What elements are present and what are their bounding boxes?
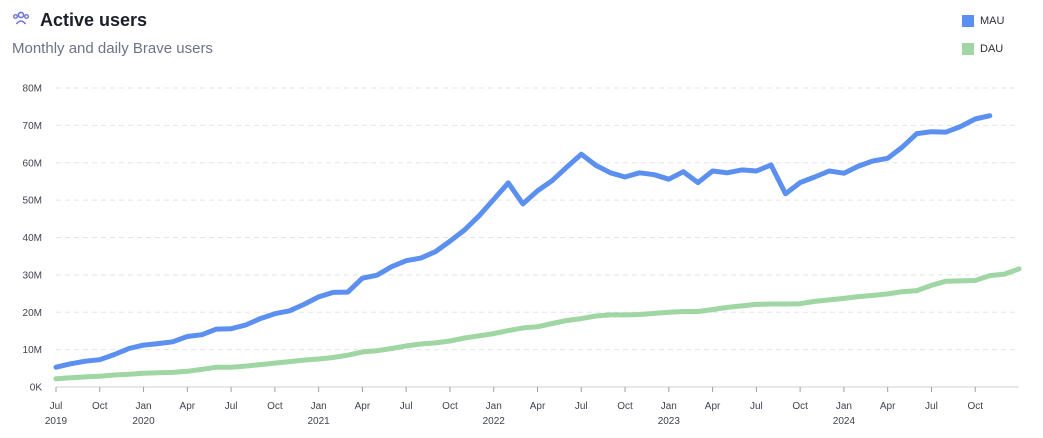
x-tick-label: Oct <box>792 401 808 412</box>
legend-item-dau[interactable]: DAU <box>962 42 1004 55</box>
x-tick-year-label: 2022 <box>483 416 506 427</box>
y-tick-label: 10M <box>23 345 42 356</box>
x-tick-year-label: 2024 <box>833 416 856 427</box>
x-tick-label: Oct <box>967 401 983 412</box>
series-line-dau <box>53 266 1022 382</box>
x-tick-label: Jan <box>311 401 327 412</box>
y-tick-label: 70M <box>23 121 42 132</box>
y-tick-label: 50M <box>23 196 42 207</box>
x-tick-year-label: 2019 <box>45 416 68 427</box>
gridlines <box>56 87 1019 388</box>
x-tick-label: Jan <box>135 401 151 412</box>
legend-swatch-dau <box>962 42 974 55</box>
x-tick-label: Jan <box>486 401 502 412</box>
y-axis: 0K 10M 20M 30M 40M 50M 60M 70M 80M <box>23 84 43 394</box>
x-tick-label: Jul <box>400 401 413 412</box>
x-tick-label: Apr <box>880 401 896 412</box>
x-tick-label: Oct <box>442 401 458 412</box>
legend-label-mau: MAU <box>980 14 1005 27</box>
legend-item-mau[interactable]: MAU <box>962 14 1004 27</box>
x-tick-label: Oct <box>617 401 633 412</box>
chart-legend: MAU DAU <box>962 14 1004 70</box>
x-tick-label: Apr <box>355 401 371 412</box>
legend-label-dau: DAU <box>980 42 1004 55</box>
x-tick-label: Jul <box>750 401 763 412</box>
x-tick-label: Jul <box>925 401 938 412</box>
x-axis: Jul 2019 Oct Jan 2020 Apr Jul Oct Jan 2021 Apr Jul O… <box>45 386 1019 427</box>
y-tick-label: 60M <box>23 158 42 169</box>
x-tick-label: Jan <box>661 401 677 412</box>
x-tick-year-label: 2021 <box>308 416 331 427</box>
x-tick-year-label: 2020 <box>132 416 155 427</box>
y-tick-label: 0K <box>30 383 43 394</box>
y-tick-label: 20M <box>23 308 42 319</box>
users-icon <box>12 9 30 32</box>
x-tick-label: Jul <box>50 401 63 412</box>
x-tick-label: Apr <box>705 401 721 412</box>
y-tick-label: 80M <box>23 84 42 95</box>
chart-header: Active users <box>12 9 147 32</box>
x-tick-label: Apr <box>530 401 546 412</box>
chart-title: Active users <box>40 10 148 30</box>
y-tick-label: 30M <box>23 270 42 281</box>
x-tick-label: Oct <box>92 401 108 412</box>
series-line-mau <box>53 113 993 370</box>
x-tick-label: Jul <box>225 401 238 412</box>
x-tick-label: Oct <box>267 401 283 412</box>
x-tick-label: Jul <box>575 401 588 412</box>
x-tick-label: Jan <box>836 401 852 412</box>
x-tick-year-label: 2023 <box>658 416 681 427</box>
series-lines <box>53 113 1022 382</box>
y-tick-label: 40M <box>23 233 42 244</box>
x-tick-label: Apr <box>180 401 196 412</box>
chart-subtitle: Monthly and daily Brave users <box>12 40 213 57</box>
legend-swatch-mau <box>962 14 974 27</box>
